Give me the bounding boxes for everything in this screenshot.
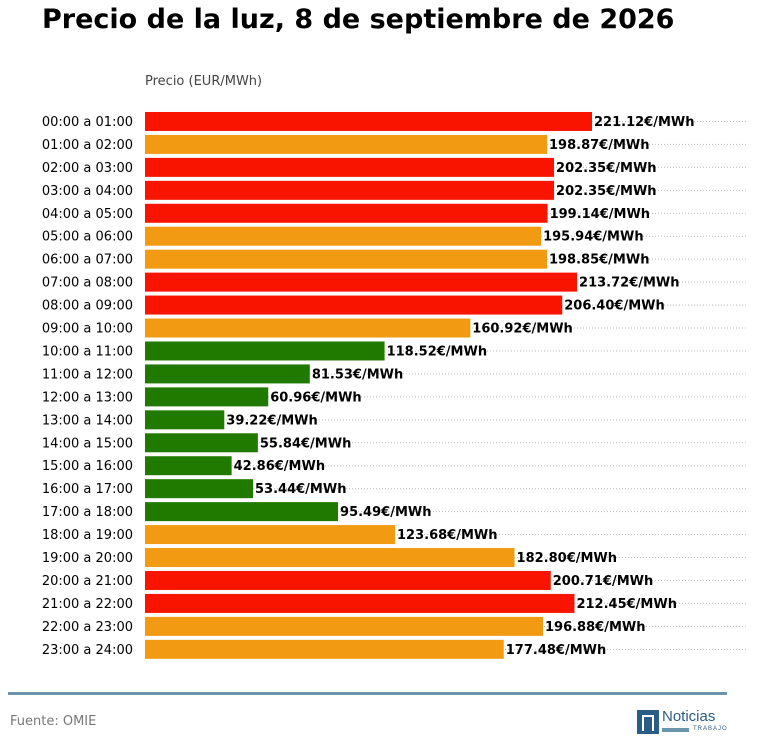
- category-tick-label: 17:00 a 18:00: [42, 505, 133, 520]
- category-tick-label: 13:00 a 14:00: [42, 413, 133, 428]
- category-tick-label: 14:00 a 15:00: [42, 436, 133, 451]
- bar: [145, 639, 504, 659]
- category-tick-label: 09:00 a 10:00: [42, 322, 133, 337]
- bar: [145, 433, 258, 453]
- data-label: 182.80€/MWh: [517, 551, 618, 566]
- category-tick-label: 03:00 a 04:00: [42, 184, 133, 199]
- data-label: 42.86€/MWh: [234, 459, 325, 474]
- logo-subtext: TRABAJO: [693, 726, 728, 732]
- footer-divider: [8, 692, 727, 695]
- data-label: 206.40€/MWh: [564, 299, 665, 314]
- y-axis-label: Precio (EUR/MWh): [145, 74, 263, 89]
- data-label: 202.35€/MWh: [556, 184, 657, 199]
- category-tick-label: 22:00 a 23:00: [42, 620, 133, 635]
- bar: [145, 180, 555, 200]
- bar-chart: 00:00 a 01:00 221.12€/MWh 01:00 a 02:00 198…: [42, 111, 748, 659]
- category-tick-label: 12:00 a 13:00: [42, 390, 133, 405]
- bar: [145, 226, 542, 246]
- bar: [145, 249, 547, 269]
- bar: [145, 502, 339, 522]
- logo-underline: [662, 728, 689, 732]
- data-label: 199.14€/MWh: [550, 207, 651, 222]
- data-label: 195.94€/MWh: [543, 230, 644, 245]
- category-tick-label: 08:00 a 09:00: [42, 299, 133, 314]
- category-tick-label: 21:00 a 22:00: [42, 597, 133, 612]
- category-tick-label: 07:00 a 08:00: [42, 276, 133, 291]
- data-label: 202.35€/MWh: [556, 161, 657, 176]
- data-label: 123.68€/MWh: [397, 528, 498, 543]
- bar: [145, 318, 471, 338]
- bar: [145, 134, 548, 154]
- data-label: 118.52€/MWh: [387, 344, 488, 359]
- bar: [145, 593, 575, 613]
- data-label: 39.22€/MWh: [226, 413, 317, 428]
- category-tick-label: 06:00 a 07:00: [42, 253, 133, 268]
- data-label: 177.48€/MWh: [506, 643, 607, 658]
- category-tick-label: 02:00 a 03:00: [42, 161, 133, 176]
- bar: [145, 548, 515, 568]
- data-label: 212.45€/MWh: [576, 597, 677, 612]
- bar: [145, 525, 396, 545]
- category-tick-label: 00:00 a 01:00: [42, 115, 133, 130]
- bar: [145, 341, 385, 361]
- category-tick-label: 11:00 a 12:00: [42, 367, 133, 382]
- data-label: 53.44€/MWh: [255, 482, 346, 497]
- bar: [145, 272, 578, 292]
- data-label: 198.87€/MWh: [549, 138, 650, 153]
- data-label: 160.92€/MWh: [472, 322, 573, 337]
- category-tick-label: 20:00 a 21:00: [42, 574, 133, 589]
- data-label: 198.85€/MWh: [549, 253, 650, 268]
- data-label: 55.84€/MWh: [260, 436, 351, 451]
- category-tick-label: 19:00 a 20:00: [42, 551, 133, 566]
- bar: [145, 616, 543, 636]
- data-label: 95.49€/MWh: [340, 505, 431, 520]
- logo-text: Noticias: [662, 708, 716, 725]
- bar: [145, 570, 551, 590]
- category-tick-label: 16:00 a 17:00: [42, 482, 133, 497]
- data-label: 60.96€/MWh: [270, 390, 361, 405]
- bar: [145, 157, 555, 177]
- category-tick-label: 15:00 a 16:00: [42, 459, 133, 474]
- bar: [145, 295, 563, 315]
- bar: [145, 364, 310, 384]
- category-tick-label: 01:00 a 02:00: [42, 138, 133, 153]
- category-tick-label: 05:00 a 06:00: [42, 230, 133, 245]
- category-tick-label: 04:00 a 05:00: [42, 207, 133, 222]
- data-label: 221.12€/MWh: [594, 115, 695, 130]
- bar: [145, 410, 225, 430]
- data-label: 196.88€/MWh: [545, 620, 646, 635]
- bar: [145, 387, 269, 407]
- category-tick-label: 10:00 a 11:00: [42, 344, 133, 359]
- bar: [145, 479, 254, 499]
- bar: [145, 203, 548, 223]
- logo-mark-icon: [637, 710, 659, 734]
- bar: [145, 111, 592, 131]
- category-tick-label: 18:00 a 19:00: [42, 528, 133, 543]
- data-label: 81.53€/MWh: [312, 367, 403, 382]
- chart-title: Precio de la luz, 8 de septiembre de 202…: [42, 4, 675, 35]
- data-label: 200.71€/MWh: [553, 574, 654, 589]
- brand-logo: Noticias TRABAJO: [637, 708, 729, 735]
- data-label: 213.72€/MWh: [579, 276, 680, 291]
- category-tick-label: 23:00 a 24:00: [42, 643, 133, 658]
- source-note: Fuente: OMIE: [10, 714, 97, 729]
- bar: [145, 456, 232, 476]
